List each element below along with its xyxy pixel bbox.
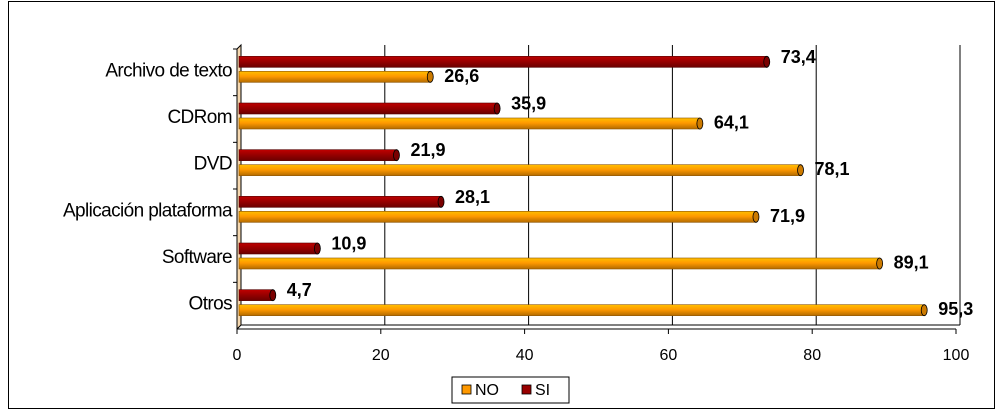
bar-no (238, 257, 880, 270)
bar-no (238, 164, 801, 176)
bar-no (238, 71, 431, 83)
legend-box (451, 376, 570, 404)
legend-swatch-no (461, 384, 472, 395)
x-tick-label: 80 (803, 347, 821, 364)
x-tick-label: 40 (516, 347, 534, 364)
category-label: DVD (194, 154, 232, 175)
x-tick-label: 100 (943, 347, 970, 364)
data-label: 4,7 (287, 280, 312, 300)
data-label: 73,4 (781, 47, 816, 67)
bar-no (238, 304, 925, 316)
axis-side-wall (236, 43, 242, 331)
bar-end-cap (696, 117, 704, 130)
legend-label-no: NO (475, 382, 499, 399)
data-label: 26,6 (444, 66, 479, 86)
x-tick-label: 20 (372, 347, 390, 364)
data-label: 71,9 (770, 206, 805, 226)
legend-label-si: SI (535, 382, 550, 399)
bar-si (238, 149, 397, 161)
bar-end-cap (763, 55, 771, 68)
data-label: 78,1 (815, 159, 850, 179)
bar-end-cap (797, 164, 804, 177)
bar-end-cap (393, 149, 400, 162)
chart-frame (8, 1, 995, 409)
bar-end-cap (920, 304, 928, 317)
bar-si (238, 102, 498, 115)
bar-end-cap (876, 257, 884, 270)
category-label: Archivo de texto (105, 60, 232, 81)
bar-end-cap (313, 242, 321, 255)
category-label: Software (162, 247, 232, 268)
data-label: 35,9 (511, 94, 546, 114)
data-label: 21,9 (410, 140, 445, 160)
data-label: 95,3 (938, 299, 973, 319)
bar-end-cap (752, 210, 760, 223)
data-label: 64,1 (714, 113, 749, 133)
x-tick-label: 60 (660, 347, 678, 364)
category-label: Aplicación plataforma (63, 200, 233, 221)
category-label: Otros (189, 294, 233, 315)
bar-si (238, 196, 442, 208)
bar-end-cap (437, 195, 445, 208)
bar-si (238, 242, 318, 255)
bar-end-cap (269, 289, 277, 302)
bar-end-cap (493, 102, 501, 115)
bar-si (238, 56, 768, 68)
x-tick-label: 0 (233, 347, 242, 364)
data-label: 10,9 (331, 234, 366, 254)
bar-si (238, 289, 274, 301)
bar-no (238, 117, 701, 130)
category-label: CDRom (167, 107, 232, 128)
legend-swatch-si (521, 384, 532, 395)
bar-end-cap (426, 70, 434, 83)
bar-no (238, 211, 757, 223)
data-label: 89,1 (894, 253, 929, 273)
data-label: 28,1 (455, 187, 490, 207)
